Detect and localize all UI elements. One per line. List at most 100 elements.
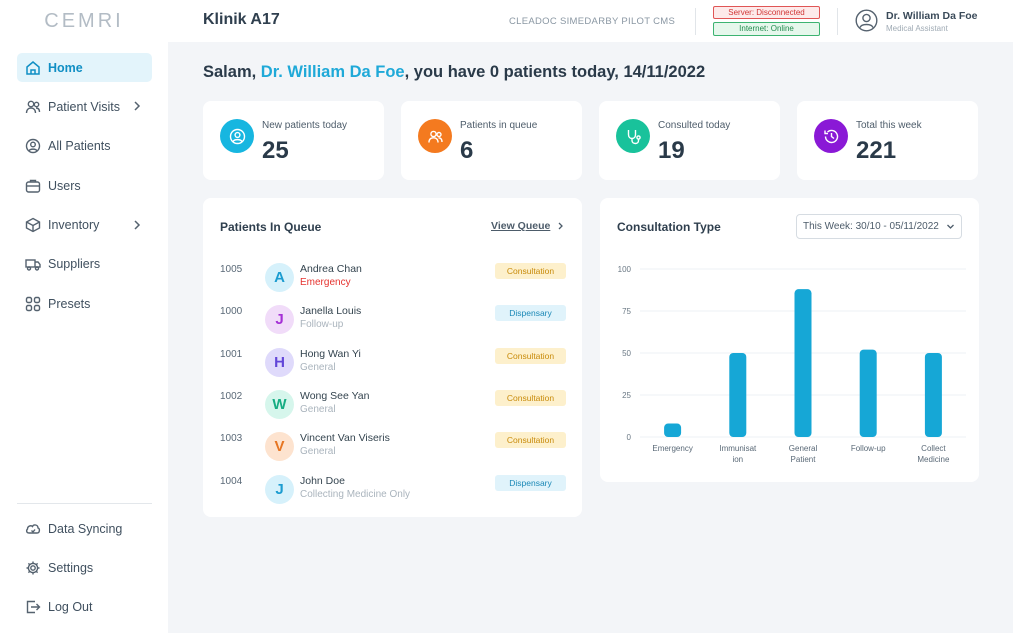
sidebar-item-patient-visits[interactable]: Patient Visits xyxy=(17,92,152,121)
queue-row[interactable]: 1003 V Vincent Van Viseris General Consultat… xyxy=(203,429,582,471)
patient-avatar: J xyxy=(265,474,294,504)
stat-card-patients-in-queue[interactable]: Patients in queue 6 xyxy=(401,101,582,180)
server-status-badge: Server: Disconnected xyxy=(713,6,820,19)
queue-status-tag: Consultation xyxy=(495,389,566,406)
sidebar-item-data-syncing[interactable]: Data Syncing xyxy=(17,514,152,543)
stethoscope-icon xyxy=(616,119,650,153)
cms-name: CLEADOC SIMEDARBY PILOT CMS xyxy=(509,16,676,27)
queue-id: 1005 xyxy=(220,264,243,275)
queue-id: 1002 xyxy=(220,390,243,402)
x-tick-label: Immunisat xyxy=(719,444,757,453)
view-queue-label: View Queue xyxy=(491,220,551,232)
bar xyxy=(729,353,747,437)
sidebar-item-presets[interactable]: Presets xyxy=(17,289,152,318)
patient-name: Andrea Chan xyxy=(300,263,362,275)
sidebar-item-label: Data Syncing xyxy=(48,521,123,536)
greeting-prefix: Salam, xyxy=(203,63,261,81)
user-avatar-icon[interactable] xyxy=(855,9,878,32)
queue-id: 1003 xyxy=(220,433,243,445)
sidebar-nav: Home Patient Visits All Patients Users I… xyxy=(17,53,152,329)
sidebar-item-all-patients[interactable]: All Patients xyxy=(17,132,152,161)
queue-row[interactable]: 1005 A Andrea Chan Emergency Consultation xyxy=(203,260,582,302)
queue-row[interactable]: 1002 W Wong See Yan General Consultation xyxy=(203,387,582,429)
home-icon xyxy=(25,60,41,76)
patient-name: Vincent Van Viseris xyxy=(300,432,390,445)
suppliers-icon xyxy=(25,256,41,272)
app-logo: CEMRI xyxy=(44,10,124,32)
consultation-type-panel: Consultation Type This Week: 30/10 - 05/… xyxy=(600,198,979,482)
chevron-right-icon xyxy=(134,101,141,111)
sidebar-item-label: Log Out xyxy=(48,600,93,615)
x-tick-label: ion xyxy=(732,455,743,464)
queue-row[interactable]: 1001 H Hong Wan Yi General Consultation xyxy=(203,345,582,387)
users-icon xyxy=(25,178,41,194)
y-tick-label: 75 xyxy=(622,307,631,316)
clinic-name: Klinik A17 xyxy=(203,11,280,28)
patient-avatar: V xyxy=(265,432,294,462)
sidebar-item-label: Presets xyxy=(48,296,91,311)
consultation-bar-chart: 0 25 50 75 100 Emergency Immunisat ion General Pa… xyxy=(618,265,966,464)
patient-avatar: J xyxy=(265,305,294,335)
sidebar-item-suppliers[interactable]: Suppliers xyxy=(17,250,152,279)
visit-type: Emergency xyxy=(300,277,351,288)
sidebar-item-label: Home xyxy=(48,60,83,75)
sidebar-item-users[interactable]: Users xyxy=(17,171,152,200)
stat-label: Consulted today xyxy=(658,120,731,131)
inventory-icon xyxy=(25,217,41,233)
stat-card-new-patients[interactable]: New patients today 25 xyxy=(203,101,384,180)
visit-type: Follow-up xyxy=(300,319,344,331)
data-syncing-icon xyxy=(25,521,41,537)
patient-name: John Doe xyxy=(300,474,345,487)
top-header: Klinik A17 CLEADOC SIMEDARBY PILOT CMS S… xyxy=(168,0,1013,42)
sidebar-item-label: All Patients xyxy=(48,139,111,154)
user-role: Medical Assistant xyxy=(886,24,948,33)
header-divider xyxy=(695,8,696,35)
visit-type: Collecting Medicine Only xyxy=(300,488,411,500)
x-tick-label: Medicine xyxy=(917,455,950,464)
x-tick-label: Patient xyxy=(791,455,817,464)
x-tick-label: Emergency xyxy=(652,444,692,453)
queue-status-tag: Dispensary xyxy=(495,305,566,322)
sidebar-item-label: Users xyxy=(48,178,81,193)
user-name[interactable]: Dr. William Da Foe xyxy=(886,10,978,22)
sidebar-item-inventory[interactable]: Inventory xyxy=(17,211,152,240)
sidebar-item-logout[interactable]: Log Out xyxy=(17,593,152,622)
user-circle-icon xyxy=(220,119,254,153)
patient-name: Janella Louis xyxy=(300,305,362,318)
queue-row[interactable]: 1004 J John Doe Collecting Medicine Only Dis… xyxy=(203,472,582,514)
greeting-doctor-name: Dr. William Da Foe xyxy=(260,63,405,81)
period-select[interactable]: This Week: 30/10 - 05/11/2022 xyxy=(796,214,962,239)
stat-label: Patients in queue xyxy=(460,120,538,131)
y-tick-label: 50 xyxy=(622,349,631,358)
bar xyxy=(794,289,812,437)
patients-queue-icon xyxy=(418,119,452,153)
settings-icon xyxy=(25,560,41,576)
queue-id: 1000 xyxy=(220,306,243,318)
bar xyxy=(859,349,877,437)
x-tick-label: Follow-up xyxy=(851,444,886,453)
logout-icon xyxy=(25,599,41,615)
queue-title: Patients In Queue xyxy=(220,220,322,234)
visit-type: General xyxy=(300,361,336,373)
chevron-down-icon xyxy=(947,224,954,229)
sidebar-item-settings[interactable]: Settings xyxy=(17,553,152,582)
queue-status-tag: Consultation xyxy=(495,347,566,364)
stat-value: 19 xyxy=(658,137,685,164)
bar xyxy=(924,353,942,437)
stat-card-consulted-today[interactable]: Consulted today 19 xyxy=(599,101,780,180)
visit-type: General xyxy=(300,446,336,458)
x-tick-label: Collect xyxy=(921,444,946,453)
queue-status-tag: Dispensary xyxy=(495,474,566,491)
patient-name: Hong Wan Yi xyxy=(300,347,361,360)
visit-type: General xyxy=(300,403,336,415)
patient-avatar: A xyxy=(265,263,294,292)
queue-row[interactable]: 1000 J Janella Louis Follow-up Dispensary xyxy=(203,302,582,344)
x-tick-label: General xyxy=(789,444,818,453)
patients-queue-panel: Patients In Queue View Queue 1005 A Andrea… xyxy=(203,198,582,517)
y-tick-label: 25 xyxy=(622,391,631,400)
sidebar-item-home[interactable]: Home xyxy=(17,53,152,82)
bar xyxy=(664,423,682,437)
view-queue-link[interactable]: View Queue xyxy=(491,220,564,232)
stat-card-total-this-week[interactable]: Total this week 221 xyxy=(797,101,978,180)
stat-value: 6 xyxy=(460,137,474,164)
